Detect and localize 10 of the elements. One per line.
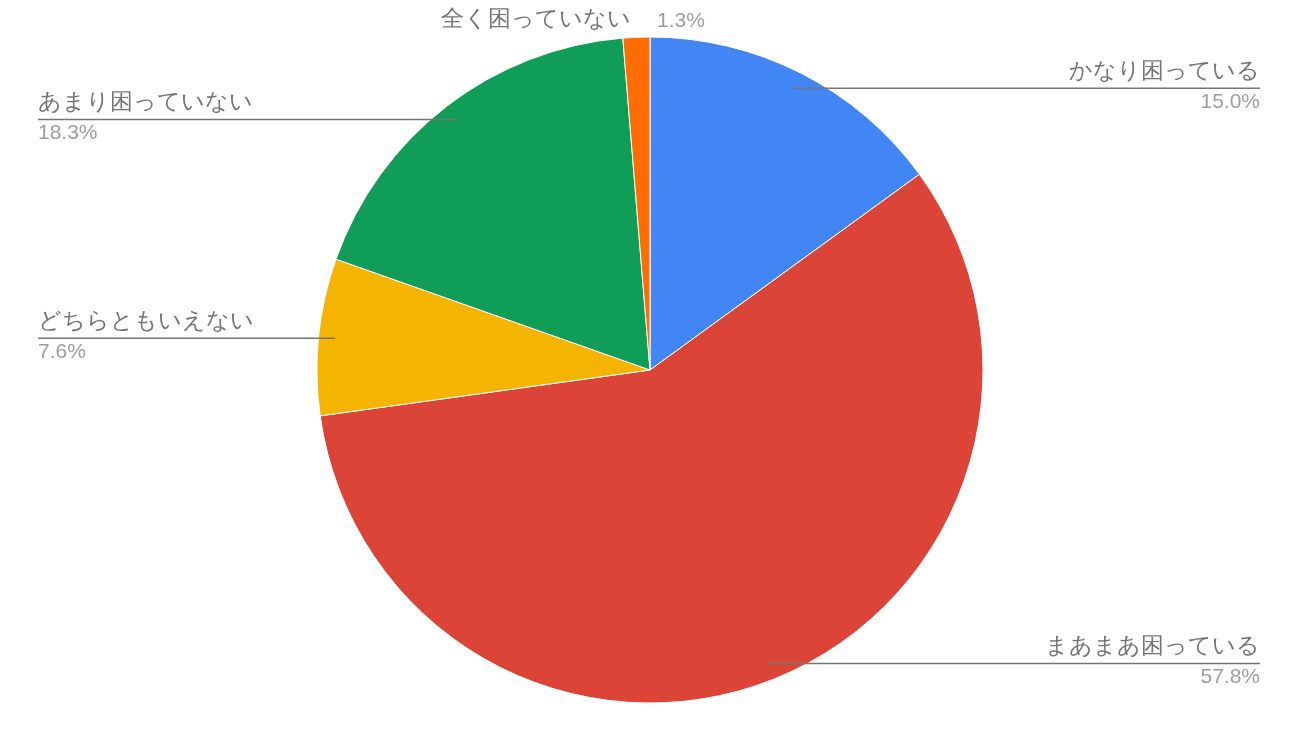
- data-label: 7.6%: [38, 339, 86, 363]
- data-label: 1.3%: [657, 8, 705, 31]
- slice-label: まあまあ困っている: [1045, 632, 1260, 659]
- slice-label: どちらともいえない: [38, 307, 254, 334]
- slice-label: かなり困っている: [1069, 57, 1260, 84]
- data-label: 57.8%: [1200, 664, 1260, 688]
- data-label: 15.0%: [1200, 89, 1260, 113]
- slice-label: あまり困っていない: [38, 88, 253, 115]
- slice-label: 全く困っていない: [441, 5, 632, 31]
- data-label: 18.3%: [38, 120, 98, 144]
